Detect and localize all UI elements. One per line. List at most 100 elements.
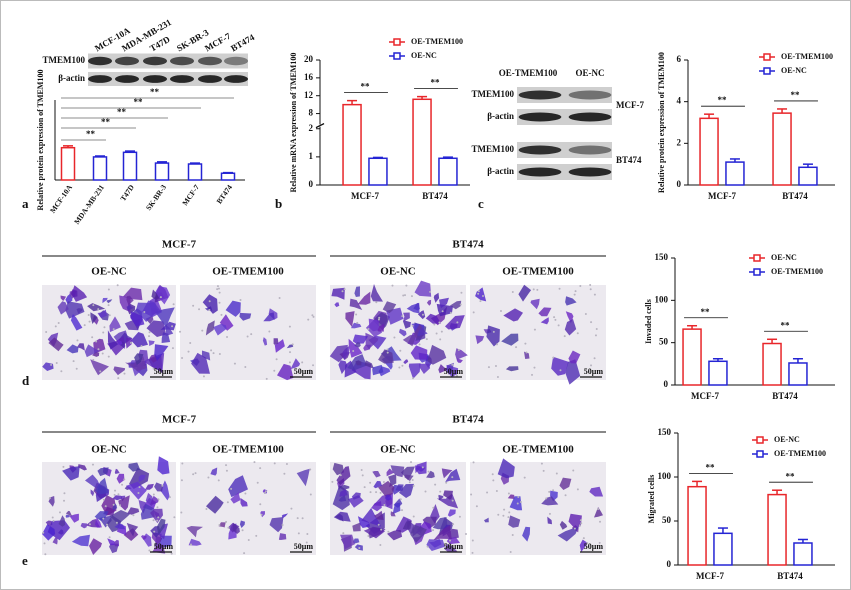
bar: [122, 151, 138, 181]
pore: [113, 493, 116, 496]
y-axis-label: Relative mRNA expression of TMEM100: [289, 53, 298, 193]
pore: [341, 290, 344, 293]
stained-cell: [66, 344, 79, 354]
pore: [377, 523, 380, 526]
stained-cell: [157, 523, 168, 540]
stained-cell: [374, 510, 384, 520]
stained-cell: [60, 295, 67, 301]
pore: [421, 466, 424, 469]
pore: [369, 481, 372, 484]
pore: [157, 498, 160, 501]
pore: [401, 509, 404, 512]
pore: [207, 476, 210, 479]
pore: [239, 298, 242, 301]
pore: [161, 484, 164, 487]
stained-cell: [433, 292, 440, 303]
pore: [259, 467, 262, 470]
axis-break: [315, 123, 325, 128]
pore: [244, 492, 247, 495]
pore: [285, 462, 288, 465]
stained-cell: [338, 484, 350, 490]
stained-cell: [541, 496, 559, 506]
pore: [408, 481, 411, 484]
stained-cell: [399, 328, 407, 337]
pore: [268, 330, 271, 333]
blot-band: [143, 56, 167, 66]
pore: [412, 377, 415, 380]
significance-label: **: [101, 117, 111, 127]
pore: [225, 520, 228, 523]
stained-cell: [559, 477, 572, 490]
pore: [43, 542, 46, 545]
pore: [107, 304, 110, 307]
significance-label: **: [117, 107, 127, 117]
stained-cell: [540, 317, 549, 325]
stained-cell: [432, 517, 448, 530]
pore: [171, 325, 174, 328]
blot-group-label: BT474: [616, 155, 642, 165]
stained-cell: [352, 538, 360, 544]
pore: [97, 308, 100, 311]
pore: [511, 291, 514, 294]
pore: [92, 358, 95, 361]
stained-cell: [551, 356, 569, 376]
significance-label: **: [701, 307, 711, 317]
pore: [597, 508, 600, 511]
stained-cell: [339, 489, 348, 497]
pore: [102, 331, 105, 334]
pore: [434, 483, 437, 486]
bar: [368, 157, 388, 186]
stained-cell: [278, 533, 287, 540]
pore: [63, 492, 66, 495]
stained-cell: [336, 466, 351, 486]
pore: [312, 315, 315, 318]
pore: [259, 503, 262, 506]
stained-cell: [400, 466, 415, 481]
stained-cell: [402, 520, 412, 530]
stained-cell: [138, 474, 146, 483]
pore: [441, 310, 444, 313]
blot-band: [224, 75, 248, 83]
pore: [502, 514, 505, 517]
stained-cell: [547, 516, 552, 525]
pore: [457, 348, 460, 351]
stained-cell: [57, 301, 69, 315]
pore: [55, 361, 58, 364]
stained-cell: [444, 543, 458, 553]
group-title: MCF-7: [162, 239, 197, 251]
group-title: BT474: [452, 414, 484, 426]
pore: [220, 313, 223, 316]
pore: [201, 329, 204, 332]
pore: [593, 357, 596, 360]
error-bar: [157, 161, 167, 164]
pore: [331, 480, 334, 483]
pore: [552, 356, 555, 359]
pore: [301, 361, 304, 364]
significance-label: **: [791, 90, 801, 100]
stained-cell: [228, 475, 248, 498]
pore: [557, 324, 560, 327]
pore: [471, 551, 474, 554]
pore: [194, 472, 197, 475]
pore: [548, 490, 551, 493]
pore: [198, 308, 201, 311]
legend-label: OE-TMEM100: [774, 449, 826, 458]
y-tick-label: 50: [662, 515, 672, 525]
pore: [464, 533, 467, 536]
stained-cell: [97, 467, 109, 477]
pore: [421, 313, 424, 316]
bar: [92, 156, 108, 181]
pore: [170, 552, 173, 555]
significance-label: **: [86, 129, 96, 139]
pore: [309, 493, 312, 496]
pore: [88, 523, 91, 526]
pore: [129, 341, 132, 344]
pore: [256, 481, 259, 484]
pore: [573, 293, 576, 296]
blot-band: [568, 90, 612, 100]
panel-label: e: [22, 553, 28, 568]
pore: [495, 343, 498, 346]
pore: [339, 474, 342, 477]
pore: [433, 323, 436, 326]
stained-cell: [497, 458, 515, 479]
